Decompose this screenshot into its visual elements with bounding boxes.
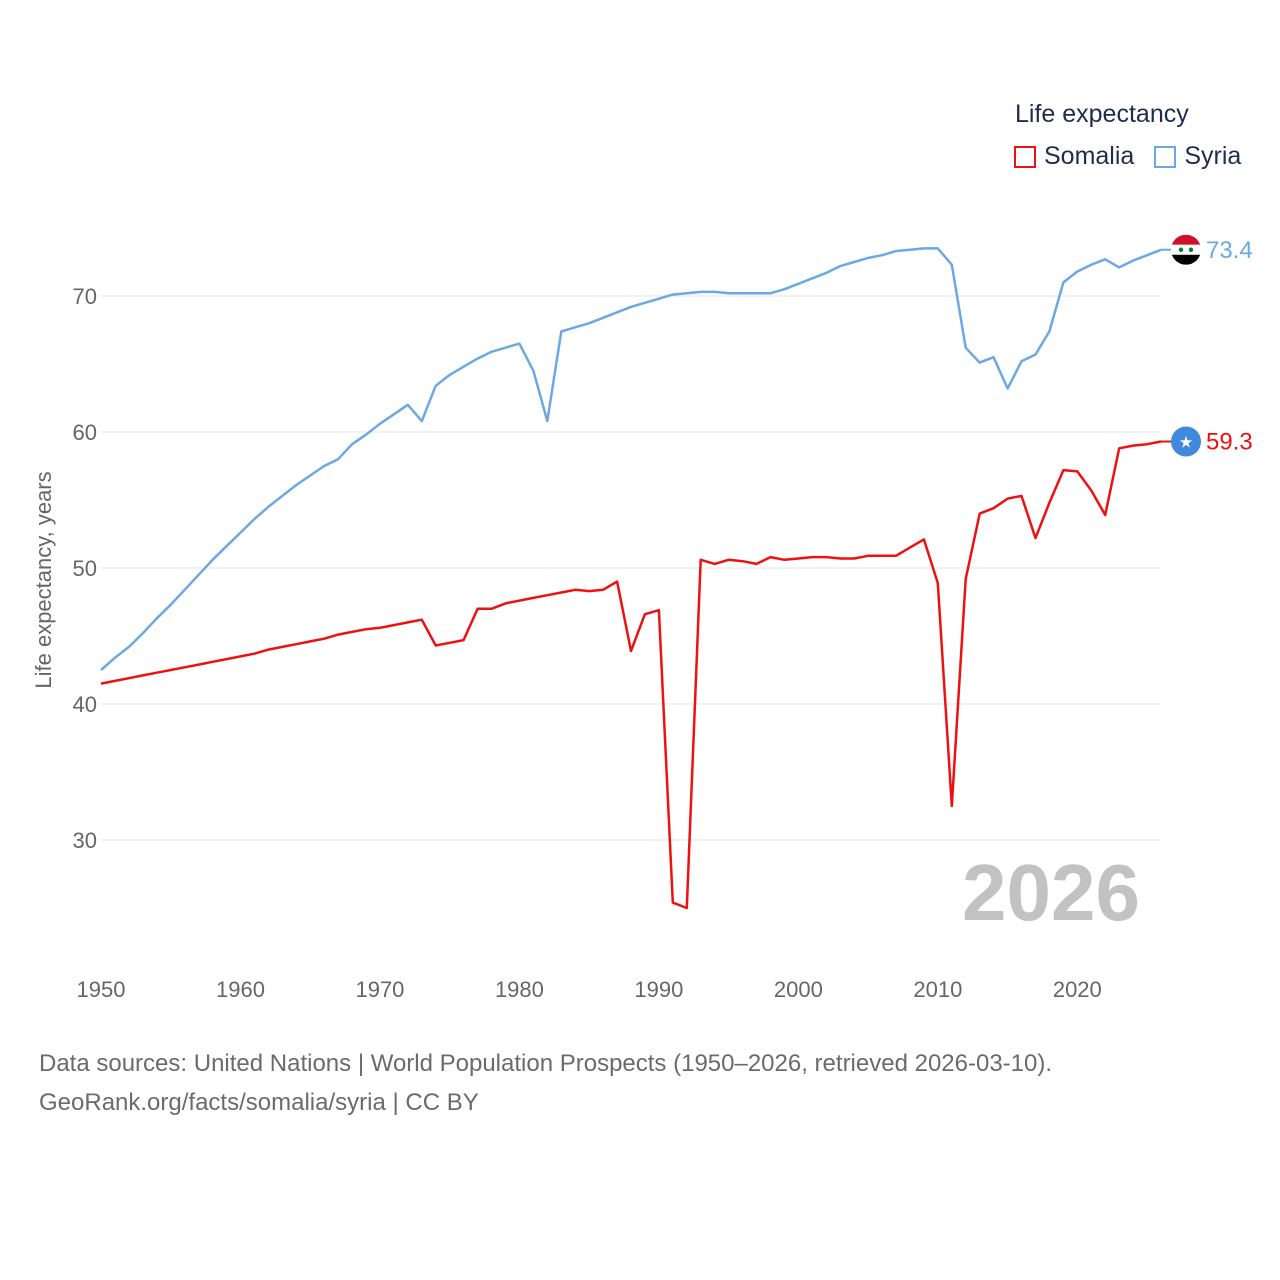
x-tick-label-1950: 1950 <box>77 977 126 1002</box>
x-axis-ticks: 1950 1960 1970 1980 1990 2000 2010 2020 <box>77 977 1102 1002</box>
y-tick-label-70: 70 <box>73 284 97 309</box>
series-line-syria <box>100 247 1162 671</box>
legend-title: Life expectancy <box>1015 100 1189 128</box>
x-tick-label-1980: 1980 <box>495 977 544 1002</box>
x-tick-label-1970: 1970 <box>355 977 404 1002</box>
legend-item-syria[interactable]: Syria <box>1154 142 1241 171</box>
attribution-link[interactable]: GeoRank.org/facts/somalia/syria | CC BY <box>39 1089 479 1116</box>
y-axis-label: Life expectancy, years <box>31 471 56 688</box>
legend-label-syria: Syria <box>1184 142 1242 170</box>
legend-item-somalia[interactable]: Somalia <box>1014 142 1134 171</box>
x-tick-label-2020: 2020 <box>1053 977 1102 1002</box>
series-lines <box>100 247 1162 910</box>
gridlines <box>101 295 1161 841</box>
legend: Somalia Syria <box>1014 142 1241 171</box>
x-tick-label-2000: 2000 <box>774 977 823 1002</box>
y-axis-ticks: 30 40 50 60 70 <box>73 284 97 853</box>
legend-swatch-somalia <box>1014 145 1036 168</box>
y-tick-label-40: 40 <box>73 692 97 717</box>
x-tick-label-2010: 2010 <box>913 977 962 1002</box>
series-line-somalia <box>100 440 1162 910</box>
legend-label-somalia: Somalia <box>1044 142 1135 170</box>
end-value-label-syria: 73.4 <box>1206 237 1253 264</box>
y-tick-label-50: 50 <box>73 556 97 581</box>
flag-syria-icon <box>1171 234 1201 265</box>
flag-somalia-icon: ★ <box>1171 426 1201 457</box>
y-tick-label-60: 60 <box>73 420 97 445</box>
x-tick-label-1960: 1960 <box>216 977 265 1002</box>
legend-swatch-syria <box>1154 145 1177 168</box>
svg-text:★: ★ <box>1179 435 1193 452</box>
current-year-watermark: 2026 <box>962 848 1140 937</box>
series-end-markers: ★ 59.3 73.4 <box>1161 234 1253 457</box>
footer: Data sources: United Nations | World Pop… <box>39 1044 1052 1122</box>
data-source-text: Data sources: United Nations | World Pop… <box>39 1050 1053 1077</box>
end-value-label-somalia: 59.3 <box>1206 429 1253 456</box>
x-tick-label-1990: 1990 <box>634 977 683 1002</box>
y-tick-label-30: 30 <box>73 828 97 853</box>
